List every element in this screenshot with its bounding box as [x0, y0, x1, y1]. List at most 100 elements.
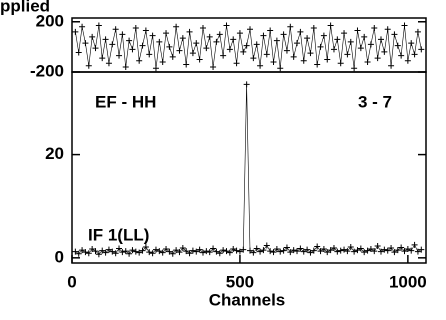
data-point	[183, 61, 190, 68]
data-point	[203, 248, 210, 255]
data-point	[330, 46, 337, 53]
data-point	[310, 247, 317, 254]
data-point	[85, 62, 92, 69]
data-point	[199, 249, 206, 256]
data-point	[105, 60, 112, 67]
data-point	[189, 50, 196, 57]
data-point	[116, 52, 123, 59]
data-point	[377, 248, 384, 255]
data-point	[384, 26, 391, 33]
data-point	[317, 248, 324, 255]
data-point	[414, 28, 421, 35]
data-point	[263, 51, 270, 58]
data-point	[166, 248, 173, 255]
data-point	[122, 248, 129, 255]
y-tick-label: 20	[45, 144, 64, 163]
data-point	[166, 43, 173, 50]
data-point	[294, 40, 301, 47]
data-point	[341, 30, 348, 37]
data-point	[317, 43, 324, 50]
data-point	[357, 45, 364, 52]
data-point	[230, 246, 237, 253]
data-point	[357, 245, 364, 252]
data-point	[277, 248, 284, 255]
data-point	[391, 31, 398, 38]
data-point	[260, 32, 267, 39]
data-point	[374, 242, 381, 249]
plot-frame	[71, 71, 427, 264]
data-point	[324, 249, 331, 256]
data-point	[220, 52, 227, 59]
data-point	[156, 38, 163, 45]
data-point	[260, 247, 267, 254]
data-point	[250, 55, 257, 62]
data-point	[314, 61, 321, 68]
data-point	[176, 249, 183, 256]
data-point	[347, 243, 354, 250]
data-point	[371, 25, 378, 32]
data-point	[236, 248, 243, 255]
data-point	[347, 38, 354, 45]
data-point	[283, 47, 290, 54]
data-point	[367, 41, 374, 48]
data-point	[273, 246, 280, 253]
data-point	[95, 22, 102, 29]
x-tick-label: 0	[67, 272, 76, 291]
data-point	[320, 32, 327, 39]
data-point	[290, 247, 297, 254]
data-point	[401, 248, 408, 255]
y-tick-label: -200	[30, 61, 64, 80]
data-point	[414, 248, 421, 255]
data-point	[297, 28, 304, 35]
data-point	[257, 62, 264, 69]
data-point	[169, 53, 176, 60]
data-point	[243, 81, 250, 88]
data-point	[280, 247, 287, 254]
data-point	[223, 22, 230, 29]
data-point	[216, 31, 223, 38]
data-point	[394, 42, 401, 49]
data-point	[334, 248, 341, 255]
data-point	[223, 248, 230, 255]
data-point	[398, 244, 405, 251]
data-point	[381, 48, 388, 55]
data-point	[267, 248, 274, 255]
data-point	[169, 250, 176, 257]
data-point	[119, 31, 126, 38]
data-point	[146, 249, 153, 256]
data-point	[82, 249, 89, 256]
data-point	[159, 249, 166, 256]
data-point	[72, 28, 79, 35]
data-point	[102, 249, 109, 256]
data-point	[193, 248, 200, 255]
data-point	[136, 57, 143, 64]
data-point	[105, 246, 112, 253]
data-point	[277, 65, 284, 72]
data-point	[210, 63, 217, 70]
data-point	[300, 57, 307, 64]
data-point	[341, 246, 348, 253]
data-point	[173, 23, 180, 30]
data-point	[300, 248, 307, 255]
data-point	[132, 248, 139, 255]
data-point	[367, 246, 374, 253]
data-point	[99, 55, 106, 62]
data-point	[364, 247, 371, 254]
data-point	[196, 56, 203, 63]
panel-title: EF - HH	[95, 92, 156, 111]
data-point	[213, 38, 220, 45]
data-point	[273, 37, 280, 44]
annotation: 3 - 7	[358, 92, 392, 111]
data-point	[371, 248, 378, 255]
data-point	[179, 35, 186, 42]
data-point	[92, 248, 99, 255]
data-point	[79, 247, 86, 254]
data-point	[247, 247, 254, 254]
data-point	[307, 50, 314, 57]
data-point	[297, 245, 304, 252]
data-point	[324, 56, 331, 63]
data-point	[186, 28, 193, 35]
data-point	[179, 245, 186, 252]
data-point	[327, 22, 334, 29]
data-point	[142, 243, 149, 250]
